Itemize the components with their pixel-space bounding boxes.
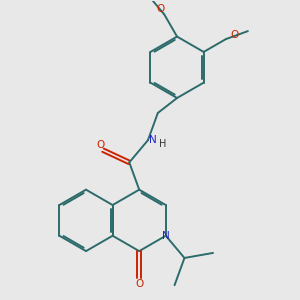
Text: O: O xyxy=(135,278,143,289)
Text: H: H xyxy=(160,139,167,149)
Text: O: O xyxy=(230,30,238,40)
Text: N: N xyxy=(162,231,170,241)
Text: N: N xyxy=(149,135,157,145)
Text: O: O xyxy=(97,140,105,150)
Text: O: O xyxy=(157,4,165,14)
